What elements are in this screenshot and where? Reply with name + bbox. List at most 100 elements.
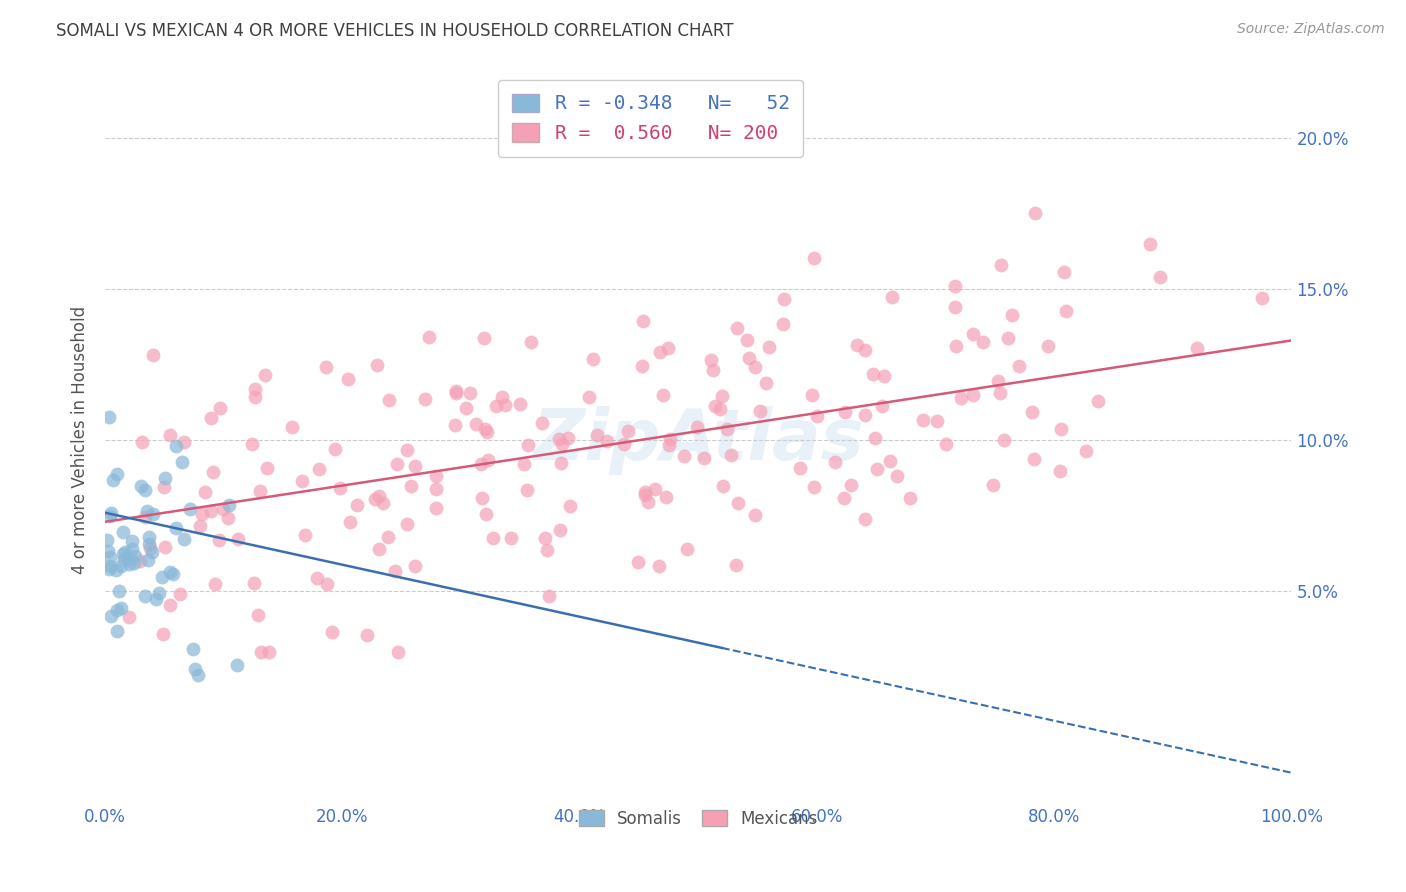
Point [240,437,263,451]
Point [517,438,540,452]
Point [634,488,657,502]
Point [475,507,498,521]
Point [853,408,876,422]
Point [179,501,201,516]
Point [194,484,217,499]
Point [516,483,538,498]
Point [159,565,181,579]
Point [596,434,619,448]
Point [475,425,498,439]
Point [121,534,143,549]
Point [105,467,128,482]
Point [772,317,794,331]
Text: SOMALI VS MEXICAN 4 OR MORE VEHICLES IN HOUSEHOLD CORRELATION CHART: SOMALI VS MEXICAN 4 OR MORE VEHICLES IN … [56,22,734,40]
Point [1053,265,1076,279]
Point [700,353,723,368]
Point [138,536,160,550]
Point [138,541,160,555]
Point [711,479,734,493]
Point [1001,309,1024,323]
Point [364,492,387,507]
Point [650,344,672,359]
Point [155,541,177,555]
Point [519,334,541,349]
Point [323,442,346,456]
Point [111,547,134,561]
Point [208,533,231,547]
Point [993,434,1015,448]
Point [1050,422,1073,436]
Point [339,516,361,530]
Point [1149,270,1171,285]
Point [935,437,957,451]
Point [425,482,447,496]
Point [337,372,360,386]
Point [557,432,579,446]
Point [101,473,124,487]
Point [129,479,152,493]
Point [443,417,465,432]
Point [866,462,889,476]
Point [972,334,994,349]
Point [801,388,824,402]
Point [425,501,447,516]
Point [105,603,128,617]
Point [150,570,173,584]
Point [98,509,121,524]
Point [727,496,749,510]
Point [880,290,903,304]
Point [465,417,488,432]
Point [631,314,654,328]
Point [366,358,388,372]
Point [1187,341,1209,355]
Point [384,564,406,578]
Point [550,523,572,537]
Point [832,491,855,505]
Point [218,498,240,512]
Point [321,625,343,640]
Point [159,598,181,612]
Point [152,627,174,641]
Point [870,399,893,413]
Point [634,485,657,500]
Point [637,495,659,509]
Point [446,386,468,401]
Point [474,422,496,436]
Point [1054,304,1077,318]
Point [686,419,709,434]
Point [110,601,132,615]
Point [378,393,401,408]
Point [735,333,758,347]
Point [121,542,143,557]
Point [377,530,399,544]
Y-axis label: 4 or more Vehicles in Household: 4 or more Vehicles in Household [72,306,89,574]
Point [873,368,896,383]
Legend: Somalis, Mexicans: Somalis, Mexicans [572,803,824,835]
Point [131,434,153,449]
Point [1087,393,1109,408]
Point [245,383,267,397]
Point [107,583,129,598]
Point [531,417,554,431]
Point [118,609,141,624]
Point [100,609,122,624]
Point [404,558,426,573]
Point [294,528,316,542]
Point [962,326,984,341]
Point [142,507,165,521]
Text: Source: ZipAtlas.com: Source: ZipAtlas.com [1237,22,1385,37]
Point [159,428,181,442]
Point [200,503,222,517]
Point [243,390,266,404]
Point [169,587,191,601]
Point [460,385,482,400]
Point [613,437,636,451]
Point [824,455,846,469]
Point [395,516,418,531]
Point [927,414,949,428]
Point [1024,206,1046,220]
Point [841,478,863,492]
Point [538,589,561,603]
Point [253,368,276,383]
Point [308,462,330,476]
